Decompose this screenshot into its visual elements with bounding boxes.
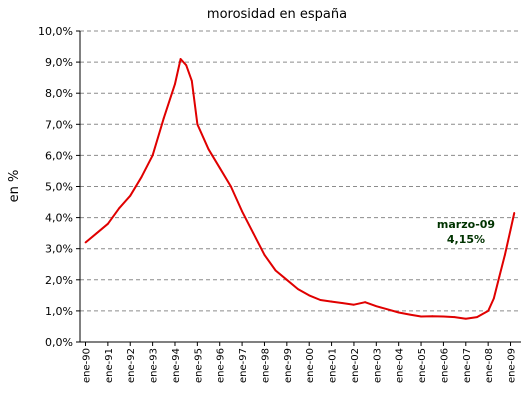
x-tick-label: ene-05 [417, 348, 428, 383]
data-point [330, 300, 333, 303]
y-tick-label: 10,0% [38, 25, 73, 38]
x-tick-label: ene-02 [350, 348, 361, 383]
data-point [190, 79, 193, 82]
data-point [140, 176, 143, 179]
x-tick-label: ene-98 [260, 348, 271, 383]
x-tick-label: ene-96 [216, 348, 227, 383]
data-point [408, 313, 411, 316]
data-point [498, 275, 501, 278]
data-point [218, 166, 221, 169]
data-point [464, 317, 467, 320]
data-point [375, 305, 378, 308]
x-tick-label: ene-95 [193, 348, 204, 383]
data-point [174, 82, 176, 85]
data-point [308, 294, 311, 297]
data-point [185, 64, 188, 67]
data-point [420, 315, 422, 318]
y-tick-label: 6,0% [45, 149, 73, 162]
x-tick-label: ene-01 [328, 348, 339, 383]
data-point [513, 212, 516, 214]
data-point [129, 194, 132, 197]
y-tick-label: 2,0% [45, 274, 73, 287]
data-point [95, 232, 98, 235]
data-point [196, 123, 199, 126]
x-tick-label: ene-00 [305, 348, 316, 383]
y-tick-label: 9,0% [45, 56, 73, 69]
x-axis-ticks: ene-90 ene-91 ene-92 ene-93 ene-94 ene-95 ene-… [82, 342, 518, 383]
y-tick-label: 1,0% [45, 305, 73, 318]
y-tick-label: 0,0% [45, 336, 73, 349]
data-point [162, 117, 165, 119]
data-point [397, 311, 400, 314]
x-tick-label: ene-92 [126, 348, 137, 383]
data-point [487, 310, 490, 312]
data-point [207, 148, 210, 151]
data-point [341, 302, 344, 305]
x-tick-label: ene-04 [395, 348, 406, 383]
data-point [353, 303, 355, 306]
x-tick-label: ene-91 [104, 348, 115, 383]
data-point [453, 316, 456, 319]
data-point [106, 222, 109, 225]
x-tick-label: ene-03 [372, 348, 383, 383]
data-point [504, 254, 506, 256]
annotation-date-label: marzo-09 [437, 218, 495, 231]
data-point [274, 269, 277, 272]
series-layer [84, 58, 516, 320]
y-tick-label: 5,0% [45, 181, 73, 194]
x-tick-label: ene-90 [82, 348, 93, 383]
y-tick-label: 7,0% [45, 118, 73, 131]
data-point [509, 229, 512, 231]
x-tick-label: ene-07 [462, 348, 473, 383]
data-point [476, 316, 478, 319]
y-tick-label: 8,0% [45, 87, 73, 100]
data-point [84, 241, 87, 244]
data-point [241, 210, 243, 213]
x-tick-label: ene-09 [507, 348, 518, 383]
x-tick-label: ene-97 [238, 348, 249, 383]
data-point [297, 288, 299, 291]
data-point [263, 254, 266, 256]
y-axis-ticks: 0,0% 1,0% 2,0% 3,0% 4,0% 5,0% 6,0% 7,0% 8,0% 9,0%… [38, 25, 80, 349]
data-point [319, 299, 322, 301]
chart-title: morosidad en españa [207, 7, 347, 22]
series-line [84, 58, 516, 320]
data-point [431, 315, 434, 318]
data-point [151, 154, 154, 157]
y-tick-label: 4,0% [45, 212, 73, 225]
y-axis-label: en % [7, 170, 22, 203]
data-point [179, 58, 182, 60]
data-point [386, 308, 389, 311]
data-point [252, 232, 255, 235]
data-point [442, 315, 445, 318]
x-tick-label: ene-08 [484, 348, 495, 383]
data-point [230, 185, 232, 188]
annotation-value-label: 4,15% [447, 233, 485, 246]
data-point [364, 301, 367, 304]
data-point [118, 207, 120, 210]
x-tick-label: ene-06 [439, 348, 450, 383]
gridlines [80, 30, 521, 312]
x-tick-label: ene-94 [171, 348, 182, 383]
x-tick-label: ene-99 [283, 348, 294, 383]
data-point [285, 278, 288, 281]
x-tick-label: ene-93 [149, 348, 160, 383]
y-tick-label: 3,0% [45, 243, 73, 256]
data-point [492, 297, 495, 300]
